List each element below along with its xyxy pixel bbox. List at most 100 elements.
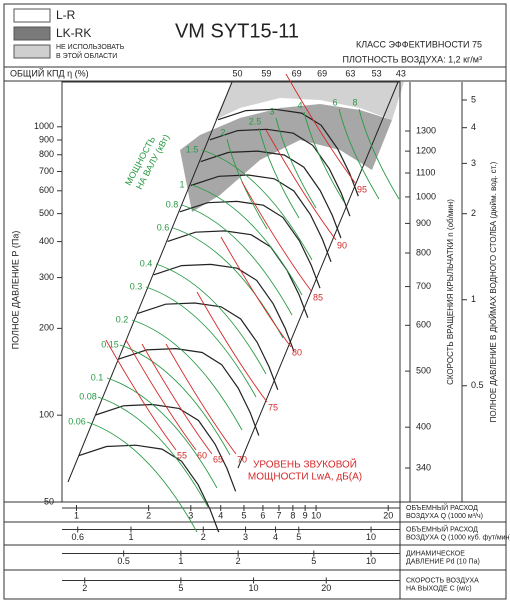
power-label: 6 bbox=[332, 97, 337, 107]
rpm-tick-label: 1100 bbox=[416, 167, 435, 177]
power-line bbox=[275, 117, 317, 209]
efficiency-value: 59 bbox=[261, 68, 271, 78]
scale-tick-label: 4 bbox=[218, 510, 223, 520]
scale-tick-label: 2 bbox=[146, 510, 151, 520]
legend-label: НЕ ИСПОЛЬЗОВАТЬ bbox=[56, 44, 125, 51]
sound-label: 75 bbox=[268, 402, 278, 412]
power-line bbox=[131, 319, 243, 431]
subtitle: ПЛОТНОСТЬ ВОЗДУХА: 1,2 кг/м³ bbox=[343, 54, 482, 64]
scale-tick-label: 5 bbox=[311, 556, 316, 566]
scale-label: ОБЪЕМНЫЙ РАСХОД bbox=[406, 503, 478, 512]
scale-tick-label: 2 bbox=[201, 532, 206, 542]
sound-line bbox=[125, 339, 197, 451]
efficiency-value: 53 bbox=[372, 68, 382, 78]
efficiency-value: 69 bbox=[292, 68, 302, 78]
scale-tick-label: 8 bbox=[290, 510, 295, 520]
sound-line bbox=[265, 129, 337, 241]
power-line bbox=[358, 108, 400, 200]
y-axis-label: ПОЛНОЕ ДАВЛЕНИЕ Р (Па) bbox=[10, 231, 20, 350]
rpm-tick-label: 500 bbox=[416, 365, 431, 375]
efficiency-value: 69 bbox=[317, 68, 327, 78]
inch-axis-label: ПОЛНОЕ ДАВЛЕНИЕ В ДЮЙМАХ ВОДНОГО СТОЛБА … bbox=[489, 161, 498, 422]
scale-tick-label: 6 bbox=[260, 510, 265, 520]
scale-tick-label: 9 bbox=[303, 510, 308, 520]
power-line bbox=[155, 263, 267, 375]
inch-tick-label: 4 bbox=[471, 122, 476, 132]
y-tick-label: 400 bbox=[39, 236, 54, 246]
power-line bbox=[106, 377, 218, 489]
rpm-tick-label: 1200 bbox=[416, 146, 436, 156]
power-line bbox=[145, 286, 257, 398]
sound-title: УРОВЕНЬ ЗВУКОВОЙ bbox=[253, 458, 357, 471]
fan-curve bbox=[179, 200, 321, 289]
y-tick-label: 500 bbox=[39, 208, 54, 218]
rpm-tick-label: 600 bbox=[416, 320, 431, 330]
y-tick-label: 1000 bbox=[34, 121, 54, 131]
scale-tick-label: 1 bbox=[128, 532, 133, 542]
sound-label: 80 bbox=[292, 347, 302, 357]
y-tick-label: 900 bbox=[39, 134, 54, 144]
y-tick-label: 800 bbox=[39, 149, 54, 159]
rpm-axis-label: СКОРОСТЬ ВРАЩЕНИЯ КРЫЛЬЧАТКИ n (об/мин) bbox=[446, 199, 455, 385]
inch-tick-label: 3 bbox=[471, 158, 476, 168]
scale-label: ВОЗДУХА Q (1000 м³/ч) bbox=[406, 513, 483, 520]
sound-line bbox=[285, 73, 357, 185]
power-line bbox=[181, 204, 293, 316]
scale-tick-label: 20 bbox=[321, 583, 331, 593]
rpm-tick-label: 700 bbox=[416, 281, 431, 291]
power-line bbox=[86, 421, 198, 533]
scale-label: НА ВЫХОДЕ С (м/с) bbox=[406, 585, 472, 592]
efficiency-value: 50 bbox=[233, 68, 243, 78]
scale-tick-label: 2 bbox=[82, 583, 87, 593]
efficiency-value: 63 bbox=[345, 68, 355, 78]
sound-label: 65 bbox=[213, 454, 223, 464]
scale-tick-label: 3 bbox=[243, 532, 248, 542]
sound-label: 85 bbox=[313, 292, 323, 302]
power-label: 0.15 bbox=[101, 339, 119, 349]
scale-tick-label: 2 bbox=[236, 556, 241, 566]
fan-curve bbox=[217, 108, 359, 197]
scale-label: СКОРОСТЬ ВОЗДУХА bbox=[406, 577, 479, 584]
y-tick-label: 700 bbox=[39, 166, 54, 176]
sound-title: МОЩНОСТИ LwA, дБ(A) bbox=[248, 472, 362, 483]
scale-tick-label: 1 bbox=[178, 556, 183, 566]
power-label: 0.6 bbox=[157, 222, 170, 232]
power-line bbox=[226, 138, 268, 230]
sound-label: 60 bbox=[197, 450, 207, 460]
legend-label: В ЭТОЙ ОБЛАСТИ bbox=[56, 51, 117, 60]
power-label: 8 bbox=[352, 97, 357, 107]
inch-tick-label: 0.5 bbox=[471, 380, 484, 390]
lk-rk-region bbox=[180, 104, 392, 212]
power-line bbox=[119, 344, 231, 456]
power-line bbox=[258, 127, 300, 219]
inch-tick-label: 5 bbox=[471, 94, 476, 104]
do-not-use-region bbox=[215, 82, 404, 120]
power-label: 3 bbox=[269, 106, 274, 116]
scale-tick-label: 10 bbox=[366, 532, 376, 542]
rpm-tick-label: 800 bbox=[416, 247, 431, 257]
inch-tick-label: 2 bbox=[471, 208, 476, 218]
scale-tick-label: 10 bbox=[249, 583, 259, 593]
scale-tick-label: 1 bbox=[74, 510, 79, 520]
fan-curve bbox=[153, 263, 295, 352]
boundary bbox=[67, 81, 233, 483]
sound-label: 90 bbox=[337, 240, 347, 250]
scale-label: ДИНАМИЧЕСКОЕ bbox=[406, 550, 465, 557]
chart-title: VM SYT15-11 bbox=[175, 20, 299, 42]
legend-label: L-R bbox=[56, 8, 76, 22]
scale-tick-label: 5 bbox=[241, 510, 246, 520]
power-label: 0.3 bbox=[130, 281, 143, 291]
scale-label: ОБЪЕМНЫЙ РАСХОД bbox=[406, 524, 478, 533]
scale-tick-label: 0.5 bbox=[117, 556, 130, 566]
y-tick-label: 100 bbox=[39, 410, 54, 420]
fan-curve bbox=[78, 444, 220, 533]
legend-swatch bbox=[13, 26, 51, 41]
sound-label: 70 bbox=[237, 454, 247, 464]
scale-tick-label: 10 bbox=[311, 510, 321, 520]
efficiency-label: ОБЩИЙ КПД η (%) bbox=[10, 67, 89, 78]
power-label: 1.5 bbox=[186, 144, 199, 154]
scale-tick-label: 3 bbox=[188, 510, 193, 520]
sound-line bbox=[165, 343, 237, 455]
sound-line bbox=[241, 181, 313, 293]
